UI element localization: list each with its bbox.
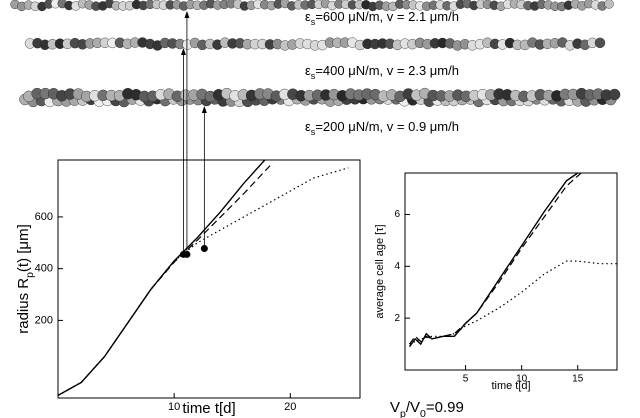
y-tick-label: 6 (394, 209, 400, 220)
text-part: V (390, 399, 400, 416)
plot-frame (57, 159, 361, 399)
y-tick-label: 2 (394, 313, 400, 324)
strip-label: εs=600 μN/m, v = 2.1 μm/h (305, 9, 459, 27)
ratio-label: Vp/V0=0.99 (390, 399, 464, 418)
subscript: s (311, 71, 316, 81)
series-line (409, 260, 617, 345)
arrow-head (201, 106, 207, 113)
y-tick-label: 400 (35, 263, 53, 275)
subscript: p (24, 272, 36, 278)
x-tick-label: 10 (168, 401, 180, 413)
plot-frame (404, 172, 618, 371)
x-axis-label: time t[d] (491, 380, 530, 392)
x-tick-label: 10 (516, 374, 528, 385)
y-tick-label: 600 (35, 211, 53, 223)
text-part: ε (305, 63, 311, 78)
y-axis-label: average cell age [τ] (374, 224, 386, 318)
x-axis-label: time t[d] (182, 400, 235, 417)
text-part: =200 μN/m, v = 0.9 μm/h (315, 119, 459, 134)
marker (183, 250, 191, 258)
subscript: p (400, 408, 406, 418)
cell (604, 0, 614, 9)
y-tick-label: 4 (394, 261, 400, 272)
strip-label: εs=400 μN/m, v = 2.3 μm/h (305, 63, 459, 81)
x-tick-label: 5 (463, 374, 469, 385)
y-tick-label: 200 (35, 314, 53, 326)
x-tick-label: 20 (284, 401, 296, 413)
text-part: /V (406, 399, 420, 416)
series-line (58, 162, 274, 396)
arrow-head (180, 48, 186, 55)
text-part: =600 μN/m, v = 2.1 μm/h (315, 9, 459, 24)
subscript: s (311, 127, 316, 137)
plot-area (408, 173, 617, 348)
text-part: ε (305, 9, 311, 24)
series-line (408, 173, 579, 348)
text-part: =0.99 (426, 399, 464, 416)
series-line (58, 167, 349, 396)
marker (200, 244, 208, 252)
text-part: =400 μN/m, v = 2.3 μm/h (315, 63, 459, 78)
cell (608, 88, 621, 101)
x-tick-label: 15 (572, 374, 584, 385)
strip-label: εs=200 μN/m, v = 0.9 μm/h (305, 119, 459, 137)
series-line (409, 173, 582, 345)
cell (594, 37, 606, 49)
arrow-head (184, 11, 190, 18)
y-axis-label: radius Rp(t) [μm] (15, 224, 36, 334)
cell-strips (10, 0, 621, 108)
text-part: ε (305, 119, 311, 134)
subscript: s (311, 17, 316, 27)
plot-area (58, 160, 349, 397)
subscript: 0 (420, 408, 426, 418)
text-part: radius R (15, 278, 32, 334)
text-part: (t) [μm] (15, 224, 32, 272)
series-line (58, 160, 266, 397)
